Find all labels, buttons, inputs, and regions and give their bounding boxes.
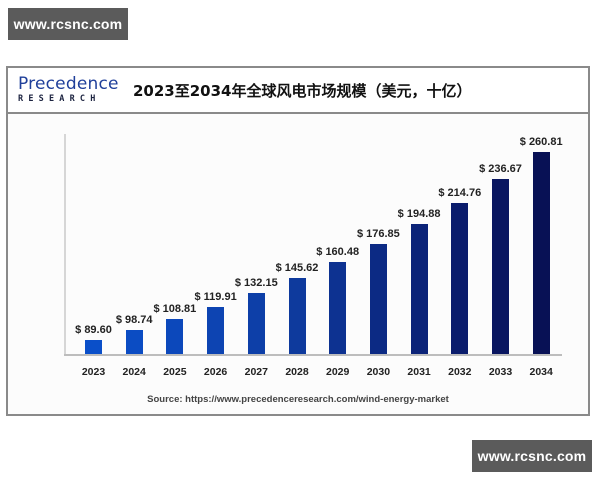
bar-2025 (166, 318, 184, 354)
value-label-2028: $ 145.62 (275, 262, 319, 275)
watermark-top: www.rcsnc.com (8, 8, 128, 40)
bar-2023 (85, 340, 102, 354)
x-axis-line (64, 354, 562, 356)
bar-2030 (369, 244, 387, 354)
x-tick-2033: 2033 (488, 366, 513, 378)
bar-2027 (247, 293, 265, 354)
bar-2032 (451, 202, 469, 354)
value-label-2031: $ 194.88 (397, 208, 441, 221)
x-tick-2034: 2034 (529, 366, 553, 378)
bar-2029 (329, 262, 347, 354)
value-label-2029: $ 160.48 (316, 246, 360, 259)
bar-2024 (125, 329, 143, 354)
watermark-bottom: www.rcsnc.com (472, 440, 592, 472)
x-tick-2027: 2027 (244, 366, 268, 378)
x-tick-2023: 2023 (81, 366, 106, 378)
bar-2028 (288, 278, 306, 354)
bar-2034 (532, 152, 550, 354)
chart-header: Precedence RESEARCH 2023至2034年全球风电市场规模（美… (8, 68, 588, 114)
value-label-2032: $ 214.76 (438, 186, 482, 199)
chart-frame: Precedence RESEARCH 2023至2034年全球风电市场规模（美… (6, 66, 590, 416)
bar-2031 (410, 224, 428, 354)
value-label-2024: $ 98.74 (115, 313, 153, 326)
value-label-2033: $ 236.67 (479, 162, 522, 175)
x-tick-2031: 2031 (407, 366, 431, 378)
source-note: Source: https://www.precedenceresearch.c… (147, 394, 449, 405)
precedence-research-logo: Precedence RESEARCH (18, 74, 119, 106)
bar-2033 (492, 178, 509, 354)
value-label-2023: $ 89.60 (75, 324, 112, 336)
bar-2026 (207, 306, 225, 354)
x-tick-2025: 2025 (163, 366, 187, 378)
x-tick-2028: 2028 (285, 366, 309, 378)
x-tick-2032: 2032 (448, 366, 472, 378)
value-label-2026: $ 119.91 (194, 290, 237, 303)
plot-area: Source: https://www.precedenceresearch.c… (8, 114, 588, 414)
chart-title: 2023至2034年全球风电市场规模（美元，十亿） (133, 82, 472, 100)
value-label-2025: $ 108.81 (153, 302, 197, 315)
logo-main-text: Precedence (18, 74, 119, 94)
x-tick-2026: 2026 (203, 366, 228, 378)
x-tick-2024: 2024 (122, 366, 146, 378)
value-label-2034: $ 260.81 (519, 136, 563, 148)
value-label-2027: $ 132.15 (234, 277, 278, 290)
value-label-2030: $ 176.85 (356, 228, 400, 241)
y-axis-line (64, 134, 66, 356)
logo-sub-text: RESEARCH (18, 94, 101, 104)
x-tick-2029: 2029 (326, 366, 350, 378)
x-tick-2030: 2030 (366, 366, 391, 378)
